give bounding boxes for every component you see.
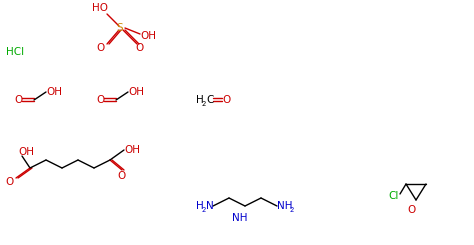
Text: 2: 2: [202, 207, 206, 212]
Text: O: O: [97, 43, 105, 53]
Text: H: H: [196, 201, 204, 211]
Text: O: O: [408, 205, 416, 215]
Text: OH: OH: [128, 87, 144, 97]
Text: 2: 2: [202, 100, 206, 107]
Text: HCl: HCl: [6, 47, 24, 57]
Text: 2: 2: [290, 207, 294, 212]
Text: C: C: [206, 95, 213, 105]
Text: Cl: Cl: [388, 191, 398, 201]
Text: O: O: [6, 177, 14, 187]
Text: O: O: [14, 95, 22, 105]
Text: O: O: [96, 95, 104, 105]
Text: OH: OH: [124, 145, 140, 155]
Text: H: H: [196, 95, 204, 105]
Text: O: O: [118, 171, 126, 181]
Text: OH: OH: [46, 87, 62, 97]
Text: NH: NH: [232, 213, 248, 223]
Text: S: S: [116, 23, 123, 33]
Text: OH: OH: [140, 31, 156, 41]
Text: N: N: [206, 201, 214, 211]
Text: NH: NH: [277, 201, 292, 211]
Text: HO: HO: [92, 3, 108, 13]
Text: O: O: [136, 43, 144, 53]
Text: O: O: [222, 95, 230, 105]
Text: OH: OH: [18, 147, 34, 157]
